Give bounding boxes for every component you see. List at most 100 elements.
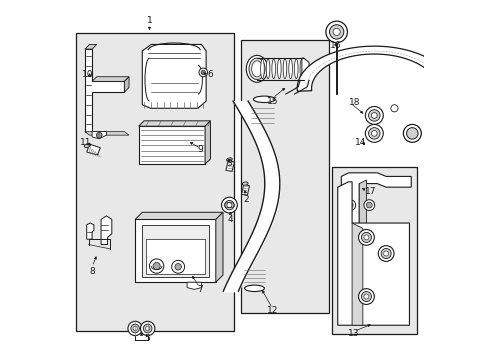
Circle shape — [131, 324, 139, 333]
Polygon shape — [85, 49, 124, 132]
Polygon shape — [225, 160, 234, 171]
Circle shape — [96, 132, 102, 138]
Text: 4: 4 — [227, 215, 233, 224]
Text: 9: 9 — [198, 145, 203, 154]
Circle shape — [332, 28, 340, 36]
Circle shape — [344, 200, 355, 211]
Text: 18: 18 — [348, 98, 360, 107]
Polygon shape — [241, 184, 249, 195]
Circle shape — [145, 326, 149, 330]
Polygon shape — [139, 121, 210, 126]
Circle shape — [301, 84, 305, 88]
Polygon shape — [92, 132, 106, 139]
Circle shape — [368, 110, 379, 121]
Polygon shape — [142, 44, 206, 108]
Bar — [241, 40, 328, 313]
Circle shape — [363, 294, 368, 299]
Text: 2: 2 — [243, 195, 248, 204]
Ellipse shape — [253, 96, 274, 103]
Circle shape — [403, 125, 421, 142]
Circle shape — [221, 197, 237, 213]
Bar — [76, 33, 233, 330]
Circle shape — [358, 229, 373, 245]
Text: 10: 10 — [81, 70, 93, 79]
Ellipse shape — [248, 58, 264, 80]
Text: 11: 11 — [80, 138, 92, 147]
Text: 3: 3 — [225, 159, 231, 168]
Polygon shape — [337, 182, 408, 325]
Polygon shape — [359, 180, 366, 228]
Circle shape — [346, 202, 352, 208]
Ellipse shape — [242, 182, 247, 185]
Ellipse shape — [288, 59, 292, 79]
Text: 6: 6 — [207, 70, 213, 79]
Circle shape — [140, 321, 155, 336]
Circle shape — [175, 264, 181, 270]
Polygon shape — [187, 282, 201, 289]
Text: 16: 16 — [329, 41, 341, 50]
Polygon shape — [351, 223, 362, 325]
Polygon shape — [86, 223, 94, 239]
Text: 15: 15 — [266, 96, 278, 105]
Text: 1: 1 — [146, 16, 152, 25]
Polygon shape — [92, 77, 129, 81]
Circle shape — [143, 324, 152, 333]
Ellipse shape — [84, 144, 90, 148]
Circle shape — [153, 262, 160, 270]
Text: 13: 13 — [347, 329, 359, 338]
Polygon shape — [101, 216, 112, 244]
Polygon shape — [85, 132, 129, 135]
Circle shape — [133, 326, 137, 330]
Circle shape — [325, 21, 346, 42]
Polygon shape — [297, 46, 448, 91]
Circle shape — [199, 68, 207, 77]
Circle shape — [365, 125, 383, 142]
Text: 5: 5 — [144, 334, 149, 343]
Circle shape — [363, 200, 374, 211]
Polygon shape — [85, 44, 97, 49]
Circle shape — [371, 113, 376, 118]
Circle shape — [358, 289, 373, 305]
Ellipse shape — [283, 59, 286, 79]
Polygon shape — [341, 173, 410, 228]
Circle shape — [366, 202, 371, 208]
Ellipse shape — [246, 55, 267, 82]
Circle shape — [406, 128, 417, 139]
Text: 7: 7 — [196, 285, 202, 294]
Polygon shape — [135, 212, 223, 220]
Circle shape — [171, 260, 184, 273]
Circle shape — [226, 203, 231, 208]
Circle shape — [299, 82, 307, 90]
Circle shape — [361, 292, 371, 302]
Bar — [332, 167, 416, 334]
Polygon shape — [215, 212, 223, 282]
Text: 17: 17 — [364, 187, 376, 196]
Ellipse shape — [266, 59, 269, 79]
Circle shape — [329, 25, 343, 39]
Bar — [139, 126, 204, 164]
Text: 12: 12 — [266, 306, 278, 315]
Circle shape — [365, 107, 383, 125]
Circle shape — [380, 248, 390, 258]
Ellipse shape — [294, 59, 297, 79]
Polygon shape — [86, 144, 100, 155]
Circle shape — [368, 128, 379, 139]
Ellipse shape — [271, 59, 275, 79]
Circle shape — [149, 259, 163, 273]
Bar — [142, 225, 208, 277]
Circle shape — [363, 235, 368, 240]
Circle shape — [383, 251, 388, 256]
Polygon shape — [204, 121, 210, 164]
Ellipse shape — [300, 59, 303, 79]
Circle shape — [201, 70, 205, 75]
Polygon shape — [301, 58, 308, 80]
Ellipse shape — [260, 59, 264, 79]
Circle shape — [371, 131, 376, 136]
Circle shape — [128, 321, 142, 336]
Ellipse shape — [277, 59, 281, 79]
Ellipse shape — [226, 158, 232, 161]
Ellipse shape — [251, 61, 262, 77]
Ellipse shape — [244, 285, 264, 292]
Text: 8: 8 — [89, 267, 95, 276]
Circle shape — [390, 105, 397, 112]
